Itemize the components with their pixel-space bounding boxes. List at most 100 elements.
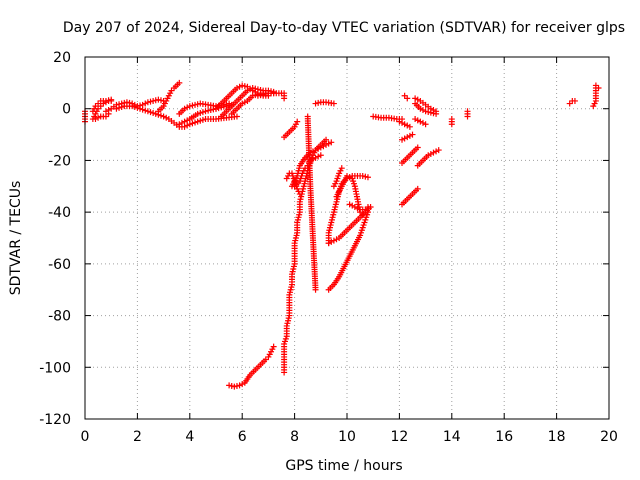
data-point (315, 145, 322, 152)
data-point (312, 154, 319, 161)
x-tick-label: 10 (338, 429, 356, 445)
data-point (231, 383, 238, 390)
data-point (354, 205, 361, 212)
data-point (399, 136, 406, 143)
x-tick-label: 2 (133, 429, 142, 445)
data-point (210, 106, 217, 113)
data-point (257, 92, 264, 99)
data-point (147, 109, 154, 116)
data-point (312, 286, 319, 293)
data-point (147, 98, 154, 105)
data-point (239, 82, 246, 89)
data-point (312, 147, 319, 154)
y-tick-label: -100 (39, 360, 71, 376)
data-point (189, 102, 196, 109)
y-tick-label: -20 (48, 153, 71, 169)
data-point (404, 134, 411, 141)
data-point (346, 201, 353, 208)
data-point (433, 108, 440, 115)
data-point (252, 85, 259, 92)
data-point (249, 92, 256, 99)
data-point (419, 119, 426, 126)
data-point (427, 105, 434, 112)
data-point (404, 95, 411, 102)
data-point (252, 92, 259, 99)
data-point (427, 150, 434, 157)
data-point (176, 121, 183, 128)
data-point (181, 105, 188, 112)
data-point (417, 118, 424, 125)
y-axis-label: SDTVAR / TECUs (8, 181, 24, 296)
data-point (199, 109, 206, 116)
x-tick-label: 12 (390, 429, 408, 445)
data-point (241, 99, 248, 106)
data-point (409, 131, 416, 138)
x-tick-label: 14 (443, 429, 461, 445)
data-point (129, 103, 136, 110)
data-point (338, 165, 345, 172)
data-point (262, 90, 269, 97)
data-point (244, 87, 251, 94)
data-point (315, 153, 322, 160)
data-point (414, 96, 421, 103)
data-point (317, 144, 324, 151)
data-point (194, 101, 201, 108)
data-point (323, 136, 330, 143)
data-point (205, 107, 212, 114)
data-point (333, 236, 340, 243)
data-point (362, 173, 369, 180)
data-point (189, 120, 196, 127)
data-point (155, 96, 162, 103)
data-point (349, 202, 356, 209)
data-point (401, 121, 408, 128)
data-point (571, 97, 578, 104)
data-point (425, 152, 432, 159)
data-point (102, 108, 109, 115)
data-point (425, 108, 432, 115)
data-point (448, 121, 455, 128)
data-point (270, 343, 277, 350)
data-point (184, 104, 191, 111)
data-point (281, 95, 288, 102)
y-tick-label: -80 (48, 309, 71, 325)
data-point (92, 116, 99, 123)
data-point (239, 100, 246, 107)
grid (85, 57, 609, 419)
data-point (330, 100, 337, 107)
data-point (351, 203, 358, 210)
data-point (435, 147, 442, 154)
data-point (315, 99, 322, 106)
chart-title: Day 207 of 2024, Sidereal Day-to-day VTE… (63, 20, 625, 36)
data-point (142, 100, 149, 107)
data-point (197, 110, 204, 117)
y-tick-label: 0 (62, 102, 71, 118)
data-point (181, 123, 188, 130)
data-point (223, 103, 230, 110)
data-point (113, 105, 120, 112)
data-point (254, 92, 261, 99)
data-point (406, 123, 413, 130)
data-point (254, 86, 261, 93)
data-point (396, 118, 403, 125)
data-point (323, 141, 330, 148)
data-point (131, 103, 138, 110)
data-point (364, 203, 371, 210)
x-tick-label: 6 (238, 429, 247, 445)
data-point (192, 101, 199, 108)
data-point (359, 172, 366, 179)
data-point (194, 118, 201, 125)
x-tick-label: 4 (185, 429, 194, 445)
data-point (184, 122, 191, 129)
data-point (344, 172, 350, 179)
data-point (139, 106, 146, 113)
data-point (239, 381, 246, 388)
data-point (95, 114, 102, 121)
data-point (260, 91, 267, 98)
data-point (215, 105, 222, 112)
data-point (197, 117, 204, 124)
data-point (294, 118, 301, 125)
data-point (102, 97, 109, 104)
data-point (325, 140, 332, 147)
x-tick-label: 18 (548, 429, 566, 445)
data-point (105, 97, 112, 104)
